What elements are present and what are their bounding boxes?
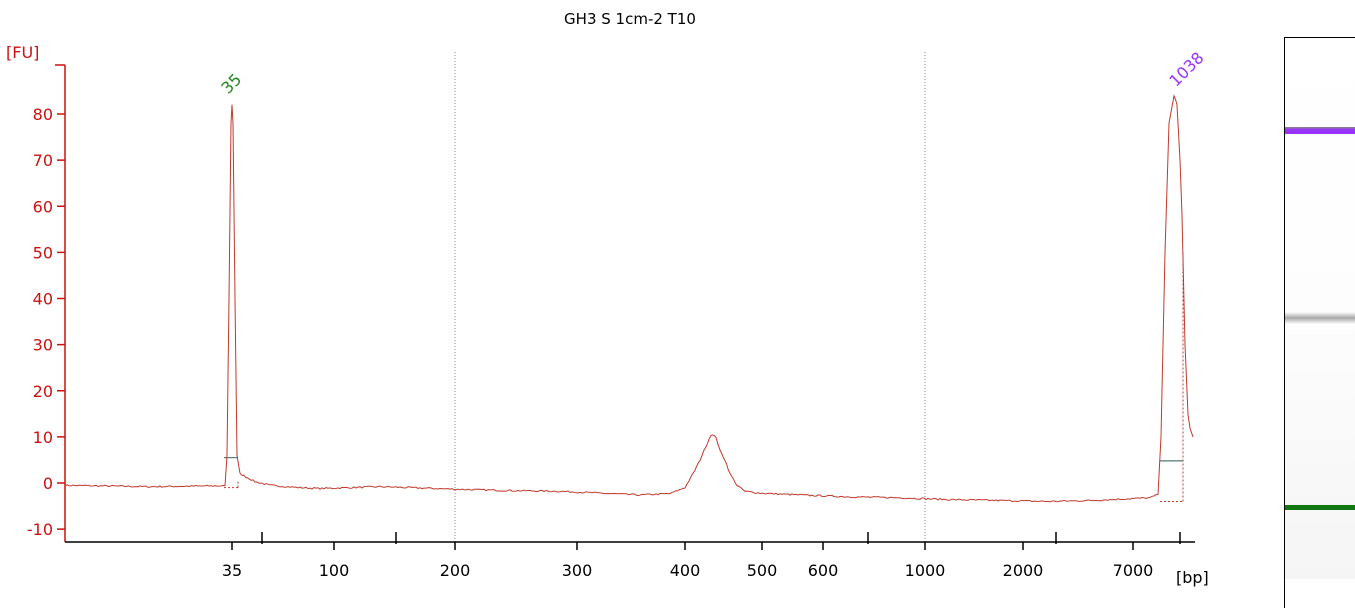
x-axis: 35 100 200 300 400 500 600 1000 2000 7000 [65,532,1195,580]
upper-marker-peak-label: 1038 [1165,48,1207,90]
lower-marker-band [1285,505,1355,511]
y-tick-label: 0 [43,474,53,493]
y-axis-label: [FU] [6,43,39,62]
lower-marker-peak-label: 35 [217,70,245,98]
upper-marker-band [1285,127,1355,135]
x-tick-label: 1000 [905,561,946,580]
y-tick-label: 20 [33,382,53,401]
x-tick-label: 400 [670,561,701,580]
gel-lane [1284,37,1355,608]
trace-line [64,94,1194,503]
y-tick-label: 50 [33,243,53,262]
x-tick-label: 2000 [1003,561,1044,580]
x-tick-label: 500 [747,561,778,580]
y-tick-label: 30 [33,336,53,355]
electropherogram-plot: -10 0 10 20 30 40 50 60 70 80 35 100 200 300 400 500 60… [6,43,1209,587]
y-tick-label: 40 [33,290,53,309]
x-axis-label: [bp] [1176,568,1209,587]
gel-lane-bottom [1285,579,1355,608]
x-tick-label: 200 [440,561,471,580]
y-tick-label: 80 [33,105,53,124]
sample-band [1285,312,1355,325]
x-tick-label: 7000 [1113,561,1154,580]
x-tick-label: 35 [222,561,242,580]
y-tick-label: 70 [33,151,53,170]
y-tick-label: -10 [27,520,53,539]
grid-lines [454,52,926,542]
x-tick-label: 100 [319,561,350,580]
peak-markers [224,252,1184,502]
x-tick-label: 600 [808,561,839,580]
x-tick-label: 300 [562,561,593,580]
peak-labels: 35 1038 [217,48,1207,97]
y-tick-label: 10 [33,428,53,447]
chart-title: GH3 S 1cm-2 T10 [564,10,696,28]
y-tick-label: 60 [33,197,53,216]
y-axis: -10 0 10 20 30 40 50 60 70 80 [27,64,66,542]
